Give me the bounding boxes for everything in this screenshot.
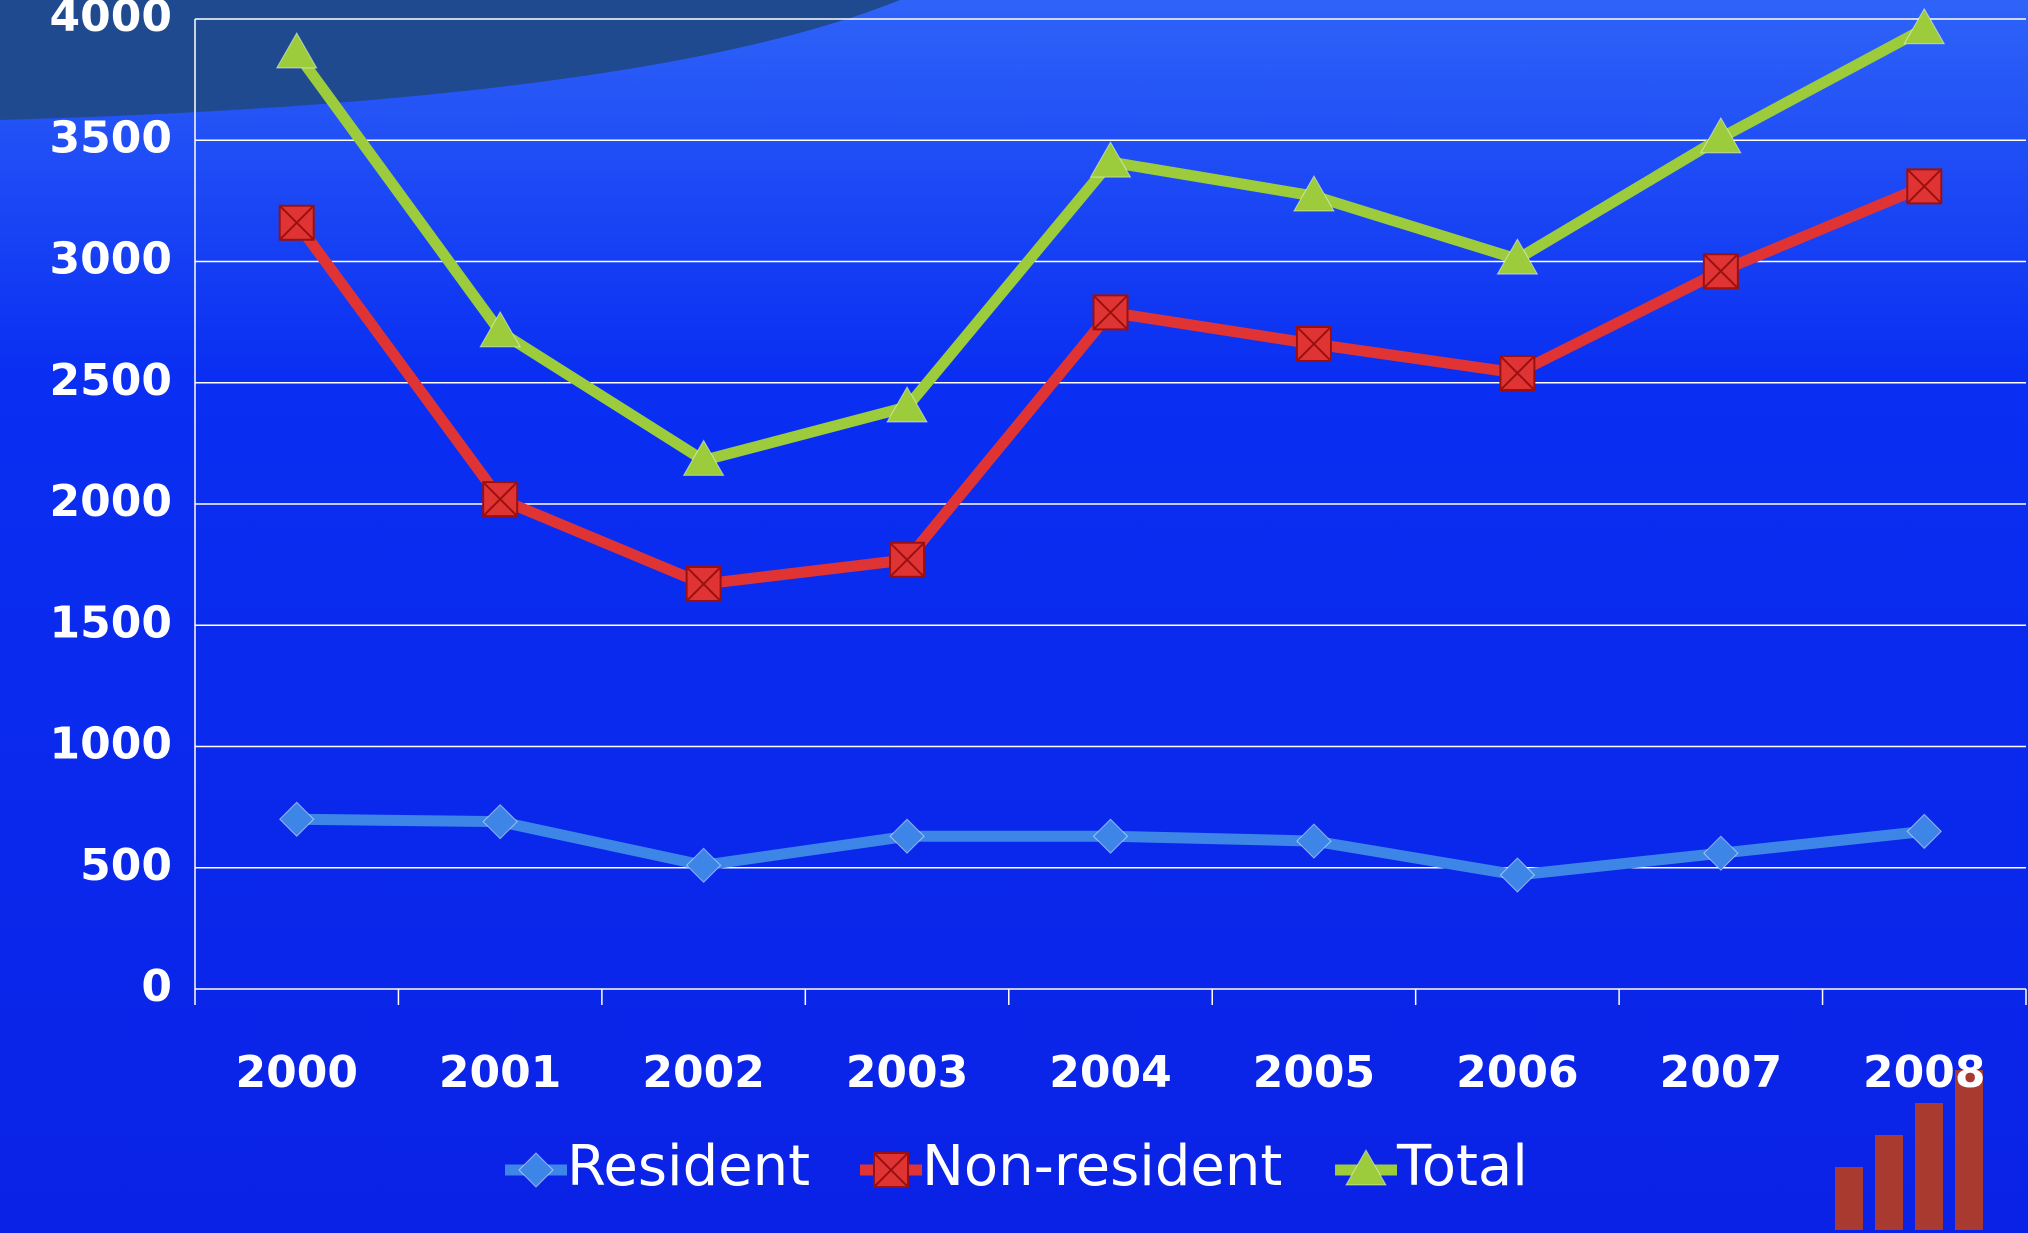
marker xyxy=(1906,168,1943,205)
x-tick-label: 2005 xyxy=(1253,1047,1375,1098)
legend-label: Total xyxy=(1396,1134,1528,1199)
marker xyxy=(1699,116,1742,154)
x-tick-label: 2004 xyxy=(1049,1047,1171,1098)
marker xyxy=(1092,818,1129,854)
decor-curve xyxy=(0,0,900,120)
marker xyxy=(1296,823,1332,859)
marker xyxy=(1295,325,1332,362)
marker xyxy=(1703,835,1739,871)
y-tick-label: 1500 xyxy=(50,597,172,648)
decor-bars xyxy=(1835,1070,1983,1230)
y-tick-label: 2500 xyxy=(50,355,172,406)
y-tick-label: 3500 xyxy=(50,112,172,163)
y-tick-label: 3000 xyxy=(50,234,172,285)
marker xyxy=(1903,7,1946,45)
x-tick-label: 2002 xyxy=(642,1047,764,1098)
marker xyxy=(889,818,925,854)
x-tick-label: 2008 xyxy=(1863,1047,1985,1098)
marker xyxy=(1906,813,1942,850)
y-tick-label: 500 xyxy=(80,840,172,891)
marker xyxy=(685,566,722,603)
x-tick-label: 2003 xyxy=(846,1047,968,1098)
marker xyxy=(886,385,928,423)
marker xyxy=(1293,175,1335,212)
marker xyxy=(479,310,522,348)
marker xyxy=(482,481,519,518)
legend: Resident Non-resident Total xyxy=(505,1134,1528,1199)
marker xyxy=(1092,294,1129,331)
marker xyxy=(873,1152,909,1188)
marker xyxy=(518,1152,554,1188)
x-tick-label: 2001 xyxy=(439,1047,561,1098)
marker xyxy=(278,204,315,241)
x-tick-label: 2006 xyxy=(1456,1047,1578,1098)
y-tick-label: 2000 xyxy=(50,476,172,527)
marker xyxy=(1499,857,1536,893)
marker xyxy=(1496,238,1539,275)
y-tick-label: 1000 xyxy=(50,719,172,770)
marker xyxy=(482,803,518,840)
x-tick-label: 2000 xyxy=(235,1047,357,1098)
plot xyxy=(275,7,1946,893)
marker xyxy=(279,801,315,837)
y-tick-label: 4000 xyxy=(50,0,172,42)
marker xyxy=(1345,1148,1387,1186)
marker xyxy=(1702,253,1739,290)
legend-label: Resident xyxy=(567,1134,810,1199)
marker xyxy=(682,439,725,476)
marker xyxy=(275,31,318,69)
marker xyxy=(889,541,926,578)
grid: 0 500 1000 1500 2000 2500 3000 3500 4000 2000 2001… xyxy=(50,0,2027,1098)
legend-label: Non-resident xyxy=(922,1134,1282,1199)
marker xyxy=(1499,355,1536,392)
y-tick-label: 0 xyxy=(141,961,172,1012)
marker xyxy=(1089,141,1132,178)
x-tick-label: 2007 xyxy=(1660,1047,1782,1098)
marker xyxy=(685,847,722,884)
